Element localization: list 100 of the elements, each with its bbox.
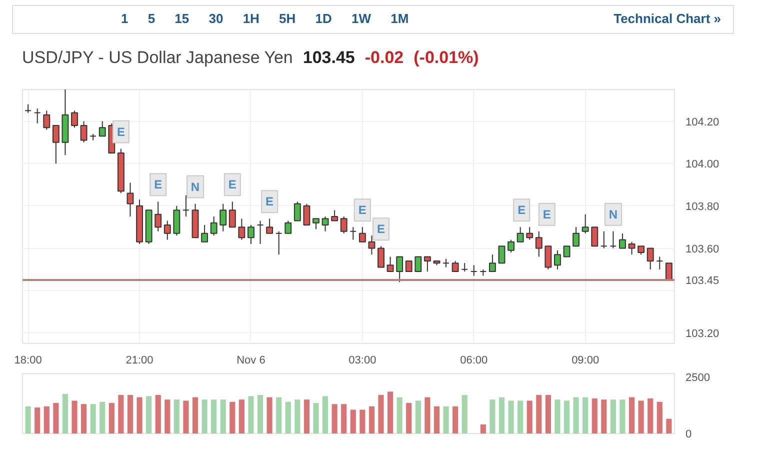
y-tick-label: 103.20 [686, 328, 720, 340]
annotation: N [608, 207, 618, 222]
bar [536, 395, 542, 434]
bar [90, 404, 96, 434]
bar [136, 397, 142, 434]
annotation: E [266, 194, 274, 209]
bar [406, 402, 412, 434]
bar [118, 395, 124, 434]
candlestick [43, 110, 50, 130]
y-tick-label: 103.60 [686, 243, 720, 256]
bar [480, 424, 486, 434]
candlestick [275, 230, 282, 256]
bar [34, 407, 40, 434]
bar [238, 400, 244, 434]
candlestick [266, 218, 274, 234]
x-tick-label: 03:00 [348, 354, 376, 366]
candlestick [340, 216, 348, 234]
candlestick [582, 214, 589, 234]
bar [257, 395, 264, 434]
candlestick [256, 220, 264, 245]
bar [164, 400, 170, 434]
candlestick [452, 260, 459, 272]
candlestick [303, 203, 310, 226]
candlestick [358, 226, 366, 242]
bar [174, 400, 180, 434]
bar [656, 402, 662, 434]
text: 103.45 [302, 48, 355, 67]
bar [564, 400, 570, 434]
candlestick [228, 201, 236, 228]
bar [508, 400, 514, 434]
bar [322, 396, 328, 434]
bar [452, 406, 458, 434]
bar [304, 400, 310, 434]
candlestick [544, 246, 552, 270]
bar [592, 398, 598, 434]
bar [388, 392, 394, 434]
annotation: E [358, 203, 366, 218]
text: (-0.01%) [414, 48, 479, 67]
bar [424, 397, 430, 434]
candlestick [572, 226, 580, 247]
bar [554, 400, 560, 434]
bar [526, 400, 532, 434]
y-tick-label: 104.00 [686, 158, 720, 171]
bar [610, 400, 616, 434]
candlestick [210, 216, 218, 236]
bar [202, 400, 208, 434]
bar [648, 398, 654, 434]
candlestick [220, 203, 227, 232]
candlestick [526, 226, 534, 240]
candlestick [71, 110, 78, 128]
x-tick-label: 09:00 [572, 354, 600, 366]
bar [443, 406, 449, 434]
y-tick-label: 104.20 [686, 116, 720, 128]
candlestick [126, 182, 134, 217]
y-tick-label: 2500 [686, 372, 710, 384]
text: 1 5 15 30 1H 5H 1D 1W 1M [120, 10, 410, 28]
candlestick [182, 194, 190, 217]
bar [498, 397, 505, 434]
candlestick [248, 224, 254, 245]
bar [378, 395, 384, 434]
bar [108, 402, 114, 434]
bar [183, 400, 189, 434]
bar [44, 406, 50, 434]
candlestick [535, 230, 542, 258]
candlestick [378, 246, 384, 268]
candlestick [396, 256, 404, 283]
bar [220, 400, 226, 434]
bar [230, 402, 236, 434]
candlestick [600, 230, 608, 249]
bar [285, 402, 291, 434]
candlestick [405, 260, 412, 272]
bar [415, 400, 421, 434]
annotation: E [377, 222, 386, 236]
candlestick [591, 226, 598, 247]
bar [294, 400, 300, 434]
annotation: N [190, 180, 200, 194]
candlestick [98, 120, 106, 137]
candlestick [164, 220, 171, 240]
bar [396, 397, 402, 434]
candlestick [34, 108, 41, 124]
bar [313, 402, 319, 434]
bar [434, 406, 440, 434]
candlestick [414, 256, 422, 272]
bar [146, 396, 152, 434]
candlestick [665, 262, 672, 280]
bar [53, 402, 59, 434]
candlestick [656, 256, 664, 270]
x-tick-label: Nov 6 [236, 354, 266, 366]
candlestick [80, 120, 88, 143]
candlestick [424, 256, 431, 272]
bar [601, 400, 607, 434]
candlestick [498, 246, 506, 264]
bar [368, 406, 375, 434]
candlestick [294, 201, 301, 222]
x-tick-label: 21:00 [126, 354, 154, 366]
bar [360, 410, 366, 434]
bar [192, 397, 198, 434]
candlestick [488, 254, 496, 272]
annotation: E [518, 203, 526, 218]
bar [72, 400, 78, 434]
